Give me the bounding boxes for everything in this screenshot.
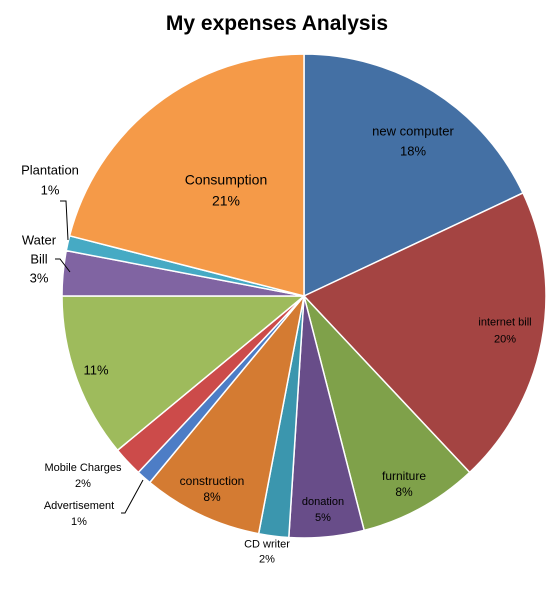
- slice-percent-label-plantation: 1%: [41, 183, 60, 198]
- slice-percent-label-slice-8: 11%: [83, 363, 108, 378]
- pie-slice-consumption: [68, 53, 305, 297]
- slice-percent-label-mobile-charges: 2%: [75, 478, 91, 490]
- slice-name-label-water-bill: Bill: [30, 252, 47, 267]
- slice-name-label-plantation: Plantation: [21, 163, 79, 178]
- slice-percent-label-furniture: 8%: [395, 485, 413, 499]
- leader-line-water-bill: [55, 258, 71, 273]
- pie-slice-internet-bill: [303, 192, 547, 474]
- leader-line-plantation: [60, 200, 69, 241]
- slice-labels: new computer 18% internet bill 20% furniture…: [21, 124, 532, 566]
- slice-percent-label-internet-bill: 20%: [494, 333, 516, 345]
- slice-name-label-consumption: Consumption: [185, 171, 268, 187]
- slice-percent-label-advertisement: 1%: [71, 516, 87, 528]
- slice-name-label-construction: construction: [180, 474, 245, 488]
- pie-slice-new-computer: [303, 53, 524, 297]
- slice-percent-label-donation: 5%: [315, 512, 331, 524]
- slice-name-label-advertisement: Advertisement: [44, 500, 114, 512]
- slice-name-label-furniture: furniture: [382, 469, 426, 483]
- slice-percent-label-new-computer: 18%: [400, 144, 426, 159]
- pie-slice-furniture: [303, 295, 471, 532]
- slice-name-label-cd-writer: CD writer: [244, 538, 290, 550]
- leader-lines: [55, 200, 144, 514]
- slice-percent-label-construction: 8%: [203, 490, 221, 504]
- slice-name-label-internet-bill: internet bill: [478, 316, 531, 328]
- chart-title: My expenses Analysis: [165, 12, 389, 35]
- leader-line-advertisement: [121, 479, 144, 514]
- slice-name-label-donation: donation: [302, 496, 344, 508]
- slice-percent-label-consumption: 21%: [212, 192, 240, 208]
- pie-slice-construction: [148, 295, 305, 535]
- slice-name-label-new-computer: new computer: [372, 124, 454, 139]
- pie-slice-slice-8: [61, 295, 305, 452]
- slice-name-label-water-bill: Water: [22, 233, 57, 248]
- pie-slices: [61, 53, 547, 539]
- slice-percent-label-cd-writer: 2%: [259, 553, 275, 565]
- slice-name-label-mobile-charges: Mobile Charges: [44, 462, 122, 474]
- slice-percent-label-water-bill: 3%: [30, 271, 49, 286]
